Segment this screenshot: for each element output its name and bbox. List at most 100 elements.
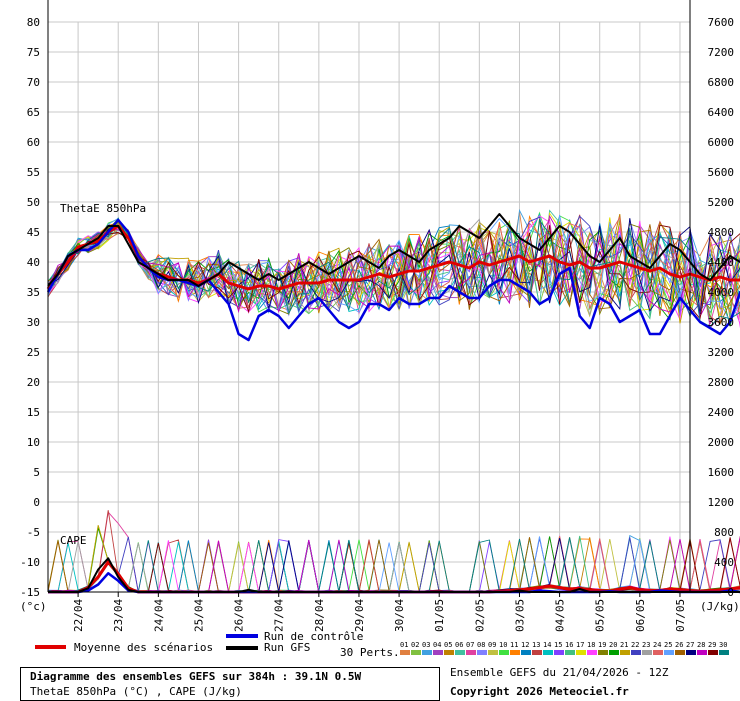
- perturbation-swatch: [444, 650, 454, 655]
- perturbation-number: 25: [664, 641, 672, 649]
- perturbation-number: 19: [598, 641, 606, 649]
- perturbation-line: [47, 221, 740, 320]
- perturbation-swatch: [543, 650, 553, 655]
- perturbation-cape-line: [48, 534, 740, 593]
- x-date-label: 29/04: [353, 599, 366, 632]
- right-tick-label: 6000: [708, 136, 735, 149]
- perturbation-swatch: [499, 650, 509, 655]
- perturbation-line: [47, 213, 740, 316]
- x-date-label: 25/04: [192, 599, 205, 632]
- perturbation-number: 05: [444, 641, 452, 649]
- panel-label-cape: CAPE: [60, 534, 87, 547]
- perturbation-swatch: [554, 650, 564, 655]
- perturbation-number: 22: [631, 641, 639, 649]
- right-tick-label: 7600: [708, 16, 735, 29]
- right-axis-unit: (J/kg): [700, 600, 740, 613]
- x-date-label: 02/05: [473, 599, 486, 632]
- perturbation-swatch: [609, 650, 619, 655]
- perturbations-label: 30 Perts.: [340, 646, 400, 659]
- perturbation-cape-line: [48, 510, 740, 593]
- perturbation-number: 23: [642, 641, 650, 649]
- left-tick-label: 35: [27, 286, 40, 299]
- x-date-label: 04/05: [554, 599, 567, 632]
- perturbation-swatch: [576, 650, 586, 655]
- perturbation-cape-line: [47, 536, 740, 593]
- perturbation-number: 02: [411, 641, 419, 649]
- perturbation-number: 08: [477, 641, 485, 649]
- perturbation-swatch: [686, 650, 696, 655]
- left-tick-label: 15: [27, 406, 40, 419]
- perturbation-cape-line: [47, 536, 740, 593]
- left-tick-label: 25: [27, 346, 40, 359]
- right-tick-label: 2000: [708, 436, 735, 449]
- left-tick-label: 55: [27, 166, 40, 179]
- labels: ThetaE 850hPa CAPE Moyenne des scénarios Ru…: [35, 202, 729, 659]
- right-tick-label: 4000: [708, 286, 735, 299]
- perturbation-swatch: [455, 650, 465, 655]
- left-tick-label: -5: [27, 526, 40, 539]
- perturbation-number: 26: [675, 641, 683, 649]
- perturbation-swatch: [664, 650, 674, 655]
- perturbation-number: 07: [466, 641, 474, 649]
- perturbation-swatch: [466, 650, 476, 655]
- perturbation-number: 13: [532, 641, 540, 649]
- perturbation-swatch: [400, 650, 410, 655]
- x-date-label: 07/05: [674, 599, 687, 632]
- left-tick-label: 75: [27, 46, 40, 59]
- right-tick-label: 0: [727, 586, 734, 599]
- perturbation-line: [47, 217, 740, 328]
- perturbation-number: 04: [433, 641, 441, 649]
- perturbation-number: 29: [708, 641, 716, 649]
- perturbation-number: 30: [719, 641, 727, 649]
- perturbation-number: 11: [510, 641, 518, 649]
- right-tick-label: 4800: [708, 226, 735, 239]
- perturbation-swatch: [631, 650, 641, 655]
- right-tick-label: 7200: [708, 46, 735, 59]
- perturbation-swatch: [510, 650, 520, 655]
- perturbation-number: 14: [543, 641, 551, 649]
- x-date-label: 22/04: [72, 599, 85, 632]
- left-axis-unit: (°c): [20, 600, 47, 613]
- right-tick-label: 1200: [708, 496, 735, 509]
- perturbation-number: 10: [499, 641, 507, 649]
- perturbation-swatch: [620, 650, 630, 655]
- right-tick-label: 4400: [708, 256, 735, 269]
- perturbation-number: 18: [587, 641, 595, 649]
- right-tick-label: 1600: [708, 466, 735, 479]
- perturbation-number: 09: [488, 641, 496, 649]
- left-tick-label: 70: [27, 76, 40, 89]
- info-title: Diagramme des ensembles GEFS sur 384h : …: [30, 670, 362, 683]
- perturbation-cape-line: [47, 511, 740, 593]
- right-tick-label: 3200: [708, 346, 735, 359]
- right-tick-label: 2800: [708, 376, 735, 389]
- right-tick-label: 5600: [708, 166, 735, 179]
- perturbation-swatch: [598, 650, 608, 655]
- x-date-label: 23/04: [112, 599, 125, 632]
- info-run: Ensemble GEFS du 21/04/2026 - 12Z: [450, 666, 669, 679]
- x-date-label: 27/04: [273, 599, 286, 632]
- left-tick-label: 50: [27, 196, 40, 209]
- perturbation-line: [47, 218, 740, 315]
- x-date-label: 03/05: [513, 599, 526, 632]
- info-copyright: Copyright 2026 Meteociel.fr: [450, 685, 629, 698]
- perturbation-number: 16: [565, 641, 573, 649]
- perturbation-number: 24: [653, 641, 661, 649]
- right-tick-label: 800: [714, 526, 734, 539]
- perturbation-number: 15: [554, 641, 562, 649]
- perturbation-line: [47, 214, 740, 324]
- right-tick-label: 3600: [708, 316, 735, 329]
- perturbation-swatch: [477, 650, 487, 655]
- perturbation-swatch: [565, 650, 575, 655]
- perturbation-cape-line: [47, 536, 740, 593]
- perturbation-number: 28: [697, 641, 705, 649]
- perturbation-swatch: [708, 650, 718, 655]
- perturbation-cape-line: [47, 536, 740, 593]
- right-tick-label: 5200: [708, 196, 735, 209]
- perturbation-line: [47, 212, 740, 312]
- left-tick-label: 60: [27, 136, 40, 149]
- series-line: [47, 213, 740, 287]
- perturbation-number: 06: [455, 641, 463, 649]
- x-date-label: 06/05: [634, 599, 647, 632]
- legend-gfs-label: Run GFS: [264, 641, 310, 654]
- perturbation-swatch: [433, 650, 443, 655]
